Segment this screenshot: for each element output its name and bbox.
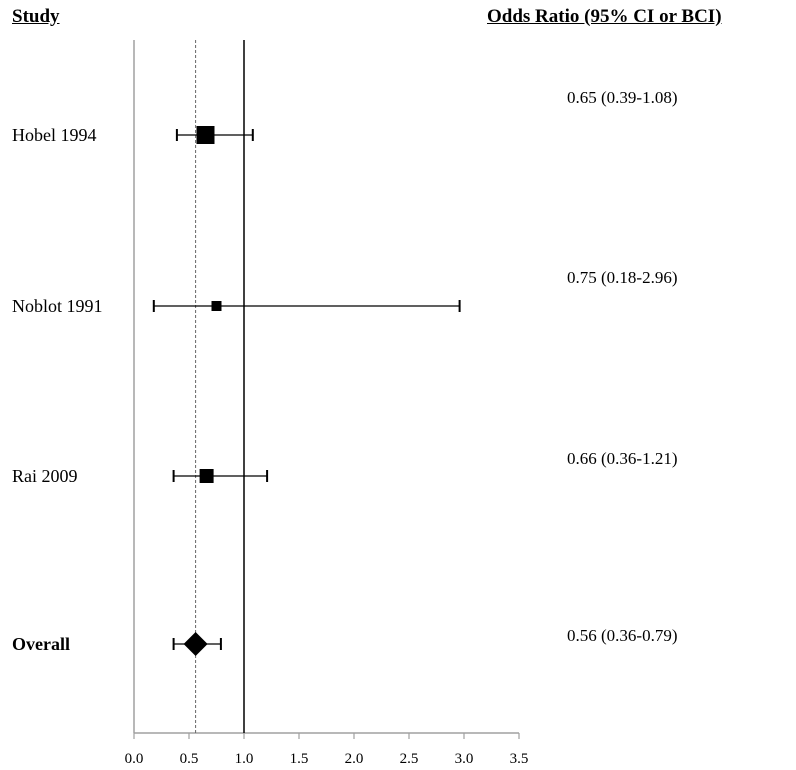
point-estimate-hobel-1994 — [196, 126, 215, 144]
odds-ratio-text-noblot-1991: 0.75 (0.18-2.96) — [567, 268, 677, 287]
x-tick-label: 2.5 — [400, 751, 419, 767]
point-estimate-overall — [183, 632, 208, 656]
x-tick-label: 1.5 — [290, 751, 309, 767]
odds-ratio-text-overall: 0.56 (0.36-0.79) — [567, 626, 677, 645]
study-column-header: Study — [12, 6, 60, 27]
x-tick-label: 1.0 — [235, 751, 254, 767]
study-label-overall: Overall — [12, 634, 70, 654]
study-label-rai-2009: Rai 2009 — [12, 466, 78, 486]
point-estimate-noblot-1991 — [211, 301, 222, 311]
point-estimate-rai-2009 — [199, 469, 214, 483]
odds-ratio-text-hobel-1994: 0.65 (0.39-1.08) — [567, 88, 677, 107]
x-tick-label: 3.5 — [510, 751, 529, 767]
x-tick-label: 0.5 — [180, 751, 199, 767]
odds-ratio-column-header: Odds Ratio (95% CI or BCI) — [487, 6, 722, 27]
x-tick-label: 3.0 — [455, 751, 474, 767]
x-tick-label: 2.0 — [345, 751, 364, 767]
study-label-noblot-1991: Noblot 1991 — [12, 296, 103, 316]
study-label-hobel-1994: Hobel 1994 — [12, 125, 97, 145]
x-tick-label: 0.0 — [125, 751, 144, 767]
odds-ratio-text-rai-2009: 0.66 (0.36-1.21) — [567, 449, 677, 468]
